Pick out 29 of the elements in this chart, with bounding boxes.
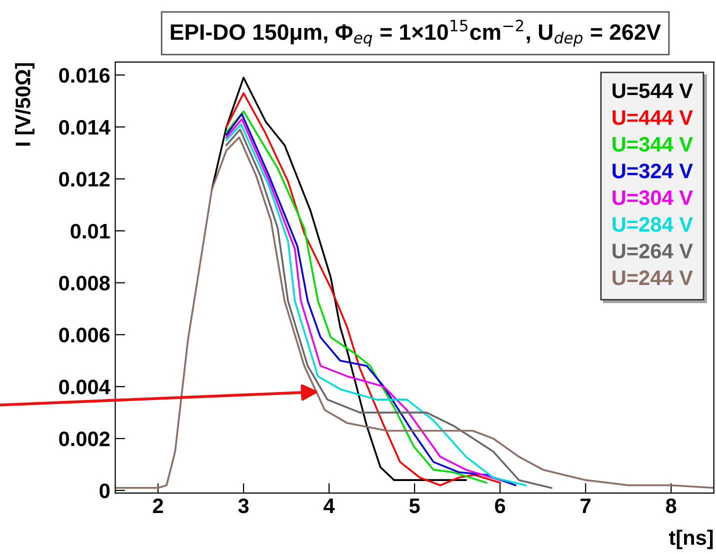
- y-tick-label: 0.006: [59, 328, 110, 342]
- y-tick-label: 0.016: [59, 68, 110, 83]
- x-tick-label: 7: [580, 498, 590, 514]
- text: U=544 V: [612, 84, 693, 98]
- text: U=444 V: [612, 110, 693, 125]
- y-tick-label: 0.012: [59, 172, 110, 187]
- y-tick-label: 0.008: [59, 276, 110, 290]
- text: U=284 V: [612, 216, 693, 232]
- line-series: [211, 76, 467, 481]
- text: U=344 V: [612, 136, 693, 152]
- text: U=304 V: [612, 190, 693, 206]
- x-tick-label: 5: [409, 498, 420, 514]
- y-tick-label: 0.004: [59, 380, 110, 394]
- x-tick-label: 2: [152, 498, 163, 514]
- line-series: [115, 136, 714, 489]
- x-tick-label: 6: [495, 498, 506, 514]
- x-axis-title: t[ns]: [668, 530, 713, 550]
- text: U=244 V: [612, 270, 693, 286]
- y-tick-label: 0.002: [59, 432, 110, 446]
- y-axis-title: I [V/50Ω]: [15, 63, 34, 146]
- chart-title: EPI-DO 150μm, Φ$_{eq}$ = 1×10$^{15}$cm$^{−2}$, U$_{dep}$ = 262V: [170, 20, 661, 47]
- y-tick-label: 0.014: [59, 120, 110, 135]
- y-tick-label: 0.01: [70, 224, 110, 239]
- text: U=264 V: [612, 244, 693, 258]
- y-tick-label: 0: [100, 483, 110, 498]
- x-tick-label: 8: [666, 498, 676, 514]
- text: U=324 V: [612, 164, 693, 178]
- x-tick-label: 4: [324, 498, 335, 514]
- x-tick-label: 3: [238, 498, 249, 514]
